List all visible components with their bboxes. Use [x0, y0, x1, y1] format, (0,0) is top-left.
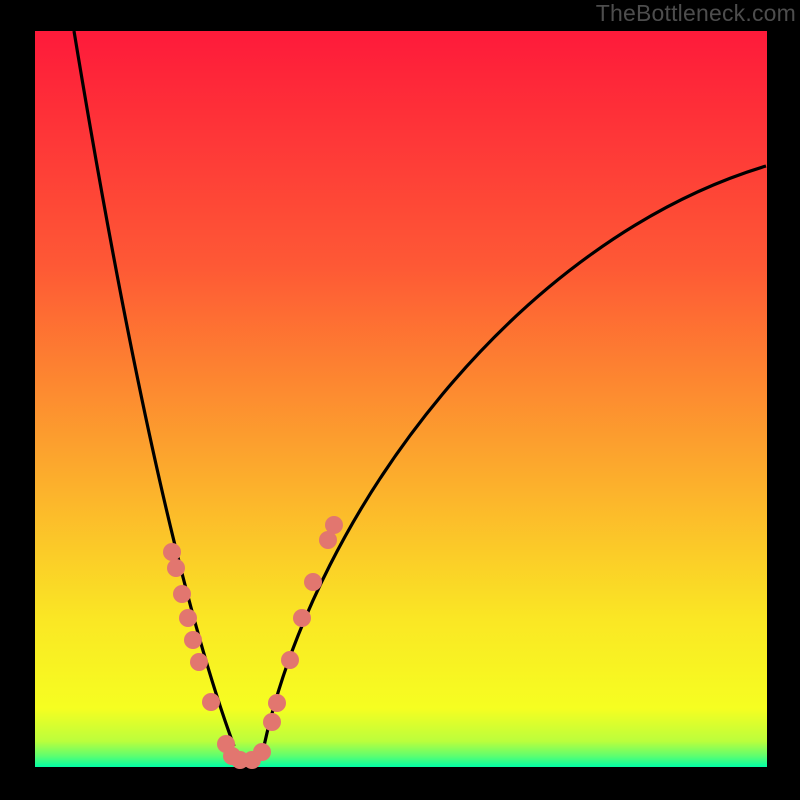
- chart-svg: [0, 0, 800, 800]
- data-point: [263, 713, 281, 731]
- data-point: [325, 516, 343, 534]
- data-point: [163, 543, 181, 561]
- data-point: [184, 631, 202, 649]
- left-curve: [74, 31, 234, 746]
- data-point: [253, 743, 271, 761]
- data-point: [268, 694, 286, 712]
- data-point: [281, 651, 299, 669]
- right-curve: [264, 166, 766, 746]
- data-point: [179, 609, 197, 627]
- data-point: [173, 585, 191, 603]
- data-point: [190, 653, 208, 671]
- data-point: [202, 693, 220, 711]
- data-point: [167, 559, 185, 577]
- data-point: [304, 573, 322, 591]
- data-point: [293, 609, 311, 627]
